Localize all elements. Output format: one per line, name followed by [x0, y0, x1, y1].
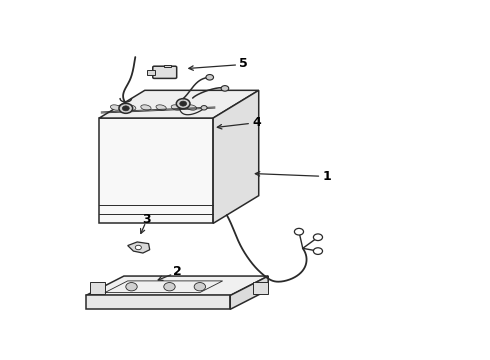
- Circle shape: [201, 105, 207, 110]
- Ellipse shape: [110, 105, 121, 110]
- Polygon shape: [230, 276, 268, 309]
- Ellipse shape: [186, 105, 196, 110]
- Polygon shape: [86, 296, 230, 309]
- Text: 5: 5: [239, 57, 248, 69]
- Text: 4: 4: [252, 116, 261, 129]
- Bar: [147, 69, 155, 75]
- Circle shape: [180, 101, 187, 106]
- Polygon shape: [128, 242, 150, 253]
- Circle shape: [126, 283, 137, 291]
- Bar: [164, 64, 171, 67]
- Circle shape: [122, 106, 129, 111]
- FancyBboxPatch shape: [153, 66, 177, 78]
- Ellipse shape: [125, 105, 136, 110]
- Circle shape: [164, 283, 175, 291]
- Circle shape: [294, 228, 303, 235]
- Circle shape: [135, 245, 142, 250]
- Bar: [90, 282, 105, 293]
- Circle shape: [194, 283, 206, 291]
- Polygon shape: [213, 90, 259, 223]
- Bar: [253, 282, 268, 293]
- Ellipse shape: [171, 105, 181, 110]
- Circle shape: [221, 86, 229, 91]
- Circle shape: [206, 75, 214, 80]
- Ellipse shape: [141, 105, 151, 110]
- Circle shape: [176, 99, 190, 109]
- Text: 2: 2: [172, 265, 181, 278]
- Circle shape: [314, 248, 322, 255]
- Polygon shape: [99, 118, 213, 223]
- Circle shape: [119, 103, 133, 113]
- Text: 3: 3: [143, 213, 151, 226]
- Polygon shape: [99, 90, 259, 118]
- Circle shape: [314, 234, 322, 240]
- Polygon shape: [86, 276, 268, 296]
- Text: 1: 1: [323, 170, 331, 183]
- Ellipse shape: [156, 105, 166, 110]
